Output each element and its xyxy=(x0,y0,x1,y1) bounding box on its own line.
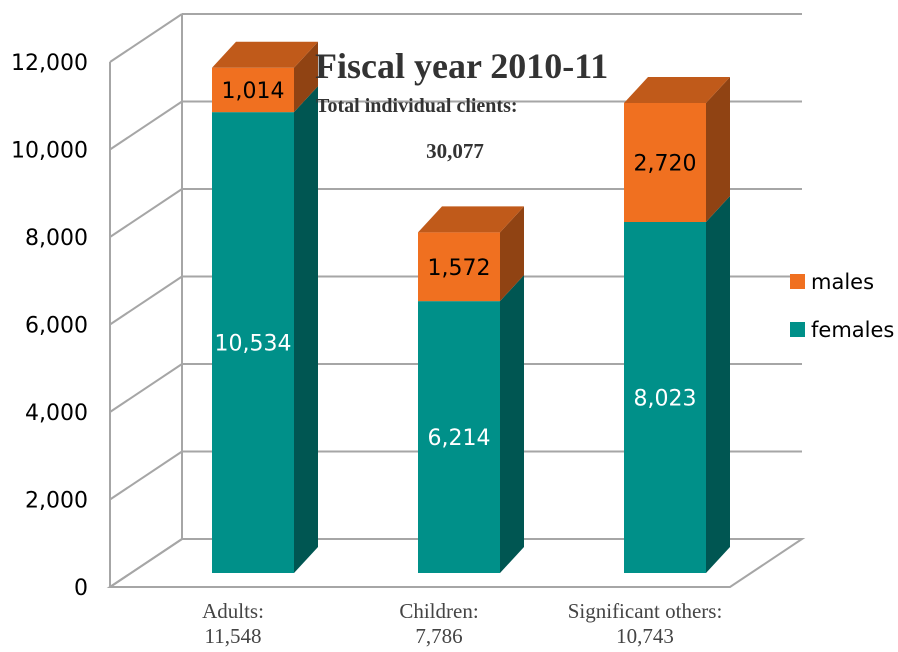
y-tick-label: 2,000 xyxy=(25,489,88,514)
y-tick-label: 4,000 xyxy=(25,401,88,426)
bar-females-side xyxy=(500,275,524,573)
bar-males-top xyxy=(212,41,318,68)
bar-females-front xyxy=(418,301,500,573)
x-axis-labels: Adults:11,548 Children:7,786 Significant o… xyxy=(202,599,722,648)
data-label-females: 10,534 xyxy=(215,332,292,357)
category-total-label: 7,786 xyxy=(415,624,462,648)
chart-title: Fiscal year 2010-11 xyxy=(315,46,608,86)
data-label-males: 1,014 xyxy=(222,79,285,104)
gridline-diagonal xyxy=(109,100,183,151)
y-tick-label: 12,000 xyxy=(11,51,88,76)
data-label-males: 2,720 xyxy=(634,151,697,176)
chart-subtitle: Total individual clients: xyxy=(316,95,518,117)
total-clients-value: 30,077 xyxy=(426,139,484,163)
bars: 10,534 1,014 6,214 1,572 8,023 2,720 xyxy=(212,41,730,573)
y-tick-label: 10,000 xyxy=(11,139,88,164)
bar-males-top xyxy=(418,206,524,233)
legend-label-females: females xyxy=(811,318,894,342)
data-label-males: 1,572 xyxy=(428,256,491,281)
y-tick-label: 0 xyxy=(74,576,88,601)
bar-males-side xyxy=(294,41,318,113)
y-tick-label: 6,000 xyxy=(25,314,88,339)
chart-floor xyxy=(106,538,806,588)
legend-label-males: males xyxy=(811,270,874,294)
legend-swatch-females xyxy=(790,322,805,337)
gridline-diagonal xyxy=(109,450,183,501)
bar-females-front xyxy=(212,112,294,573)
bar-males-side xyxy=(500,206,524,302)
category-total-label: 11,548 xyxy=(205,624,262,648)
bar-females-front xyxy=(624,221,706,573)
category-label: Adults: xyxy=(202,599,264,623)
gridline-diagonal xyxy=(109,188,183,238)
category-total-label: 10,743 xyxy=(616,624,674,648)
bar-females-side xyxy=(706,195,730,573)
legend: males females xyxy=(790,270,894,342)
gridline-diagonal xyxy=(109,275,183,326)
gridline-diagonal xyxy=(109,363,183,413)
y-tick-label: 8,000 xyxy=(25,226,88,251)
data-label-females: 8,023 xyxy=(634,386,697,411)
bar-males-side xyxy=(706,76,730,222)
legend-swatch-males xyxy=(790,274,805,289)
bar-males-top xyxy=(624,76,730,103)
bar-females-side xyxy=(294,86,318,573)
gridline-diagonal xyxy=(109,13,183,63)
bar-males-front xyxy=(418,232,500,302)
bar-males-front xyxy=(624,102,706,222)
y-axis: 0 2,000 4,000 6,000 8,000 10,000 12,000 xyxy=(11,51,88,601)
category-label: Significant others: xyxy=(568,599,723,623)
category-label: Children: xyxy=(399,599,478,623)
data-label-females: 6,214 xyxy=(428,426,491,451)
bar-males-front xyxy=(212,67,294,113)
